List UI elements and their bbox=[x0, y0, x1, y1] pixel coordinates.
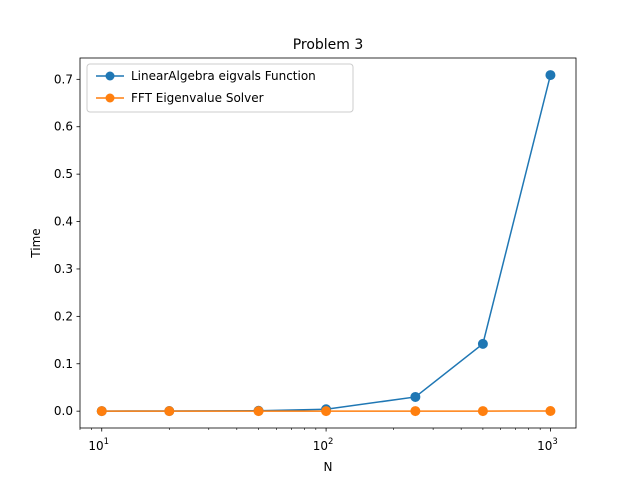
legend-marker-linearalgebra bbox=[105, 71, 115, 81]
axes-frame bbox=[79, 57, 577, 429]
legend-label-linearalgebra: LinearAlgebra eigvals Function bbox=[131, 69, 316, 83]
y-tick-label: 0.4 bbox=[54, 215, 73, 229]
y-axis-label: Time bbox=[29, 228, 43, 258]
data-point-fft bbox=[477, 406, 488, 417]
series-layer bbox=[96, 70, 556, 417]
data-point-fft bbox=[321, 406, 332, 417]
data-point-fft bbox=[164, 406, 175, 417]
data-point-fft bbox=[253, 406, 264, 417]
chart-title: Problem 3 bbox=[293, 37, 364, 53]
x-axis-label: N bbox=[324, 460, 333, 474]
y-tick-label: 0.6 bbox=[54, 120, 73, 134]
y-tick-label: 0.3 bbox=[54, 262, 73, 276]
y-tick-label: 0.1 bbox=[54, 357, 73, 371]
legend-label-fft: FFT Eigenvalue Solver bbox=[131, 91, 264, 105]
data-point-linearalgebra bbox=[477, 338, 488, 349]
y-axis-ticks: 0.0 0.1 0.2 0.3 0.4 0.5 0.6 0.7 bbox=[54, 72, 80, 418]
data-point-linearalgebra bbox=[545, 70, 556, 81]
data-point-fft bbox=[545, 405, 556, 416]
data-point-linearalgebra bbox=[410, 391, 421, 402]
data-point-fft bbox=[410, 406, 421, 417]
y-tick-label: 0.2 bbox=[54, 309, 73, 323]
data-point-fft bbox=[96, 406, 107, 417]
y-tick-label: 0.0 bbox=[54, 404, 73, 418]
y-tick-label: 0.5 bbox=[54, 167, 73, 181]
legend: LinearAlgebra eigvals Function FFT Eigen… bbox=[86, 63, 354, 113]
legend-marker-fft bbox=[105, 93, 115, 103]
y-tick-label: 0.7 bbox=[54, 72, 73, 86]
legend-box bbox=[86, 63, 354, 113]
